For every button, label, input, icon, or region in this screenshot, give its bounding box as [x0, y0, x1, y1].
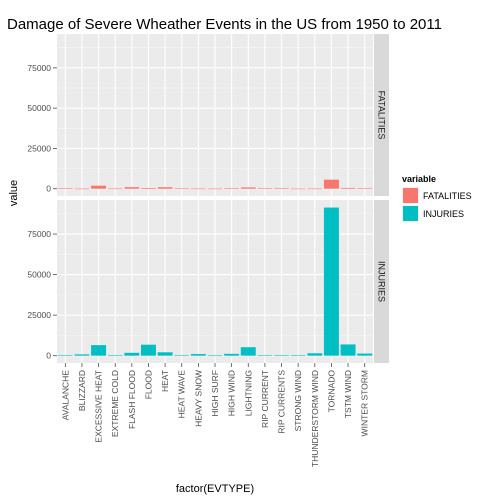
- y-tick-label: 75000: [27, 229, 51, 239]
- bar-injuries-heavy-snow: [190, 354, 206, 356]
- chart-title: Damage of Severe Wheather Events in the …: [7, 16, 442, 33]
- y-tick-label: 25000: [27, 310, 51, 320]
- panel-fatalities: 0 25000 50000 75000 FATALITIES: [27, 34, 389, 196]
- x-tick-label: HEAVY SNOW: [193, 370, 203, 427]
- bar-injuries-excessive-heat: [91, 345, 107, 356]
- x-tick-label: STRONG WIND: [293, 370, 303, 431]
- bar-injuries-lightning: [240, 347, 256, 356]
- y-tick-label: 50000: [27, 270, 51, 280]
- x-tick-label: WINTER STORM: [360, 370, 370, 436]
- legend-label-fatalities: FATALITIES: [423, 191, 472, 201]
- bar-injuries-high-surf: [207, 355, 223, 357]
- facet-strip-label: FATALITIES: [377, 91, 387, 140]
- bar-fatalities-thunderstorm-wind: [307, 188, 323, 190]
- bar-injuries-flash-flood: [124, 352, 140, 356]
- x-axis-title: factor(EVTYPE): [176, 483, 254, 495]
- y-tick-label: 0: [46, 351, 51, 361]
- bar-injuries-winter-storm: [357, 353, 373, 356]
- bar-fatalities-extreme-cold: [107, 188, 123, 190]
- bar-fatalities-blizzard: [74, 188, 90, 190]
- x-tick-label: HEAT: [160, 370, 170, 392]
- x-tick-label: EXTREME COLD: [110, 370, 120, 437]
- bar-injuries-high-wind: [224, 353, 240, 356]
- bar-injuries-rip-current: [257, 355, 273, 356]
- x-tick-label: TSTM WIND: [343, 370, 353, 418]
- x-tick-label: RIP CURRENTS: [277, 370, 287, 434]
- x-tick-label: HIGH SURF: [210, 370, 220, 417]
- facet-strip: [374, 34, 389, 196]
- bar-fatalities-heat: [157, 187, 173, 189]
- bar-injuries-strong-wind: [290, 355, 306, 356]
- y-axis-title: value: [8, 180, 20, 206]
- bar-fatalities-avalanche: [57, 188, 73, 189]
- bar-injuries-tstm-wind: [340, 344, 356, 356]
- bar-fatalities-lightning: [240, 187, 256, 189]
- bar-fatalities-rip-currents: [274, 188, 290, 190]
- bar-fatalities-heat-wave: [174, 188, 190, 190]
- x-axis-ticks: AVALANCHE BLIZZARD EXCESSIVE HEAT EXTREME C…: [60, 363, 370, 467]
- panel-injuries: 0 25000 50000 75000 INJURIES: [27, 200, 389, 363]
- bar-fatalities-winter-storm: [357, 188, 373, 190]
- bar-injuries-rip-currents: [274, 355, 290, 356]
- bar-fatalities-high-surf: [207, 188, 223, 190]
- facet-strip: [374, 200, 389, 363]
- x-tick-label: RIP CURRENT: [260, 370, 270, 428]
- x-tick-label: AVALANCHE: [60, 370, 70, 421]
- y-tick-label: 25000: [27, 143, 51, 153]
- bar-fatalities-tstm-wind: [340, 187, 356, 189]
- bar-injuries-blizzard: [74, 354, 90, 356]
- bar-injuries-avalanche: [57, 355, 73, 357]
- x-tick-label: TORNADO: [326, 370, 336, 413]
- bar-fatalities-high-wind: [224, 188, 240, 189]
- bar-injuries-tornado: [323, 207, 339, 356]
- y-tick-label: 75000: [27, 63, 51, 73]
- bar-fatalities-tornado: [323, 179, 339, 189]
- y-tick-label: 0: [46, 184, 51, 194]
- x-tick-label: HIGH WIND: [227, 370, 237, 416]
- legend-key-injuries: [403, 206, 418, 221]
- legend-title: variable: [402, 174, 436, 184]
- bar-injuries-flood: [140, 344, 156, 356]
- bar-fatalities-excessive-heat: [91, 185, 107, 189]
- bar-fatalities-rip-current: [257, 188, 273, 189]
- bar-fatalities-flood: [140, 187, 156, 189]
- x-tick-label: LIGHTNING: [243, 370, 253, 416]
- bar-fatalities-heavy-snow: [190, 188, 206, 190]
- x-tick-label: EXCESSIVE HEAT: [94, 370, 104, 443]
- legend-label-injuries: INJURIES: [423, 209, 464, 219]
- x-tick-label: THUNDERSTORM WIND: [310, 370, 320, 467]
- bar-fatalities-strong-wind: [290, 188, 306, 190]
- x-tick-label: HEAT WAVE: [177, 370, 187, 419]
- x-tick-label: BLIZZARD: [77, 370, 87, 411]
- legend-key-fatalities: [403, 188, 418, 203]
- bar-fatalities-flash-flood: [124, 187, 140, 189]
- y-tick-label: 50000: [27, 103, 51, 113]
- bar-injuries-thunderstorm-wind: [307, 353, 323, 356]
- legend: variable FATALITIES INJURIES: [402, 174, 472, 222]
- x-tick-label: FLASH FLOOD: [127, 370, 137, 429]
- bar-injuries-extreme-cold: [107, 355, 123, 356]
- bar-injuries-heat-wave: [174, 355, 190, 356]
- bar-injuries-heat: [157, 352, 173, 356]
- facet-strip-label: INJURIES: [377, 261, 387, 302]
- x-tick-label: FLOOD: [143, 370, 153, 399]
